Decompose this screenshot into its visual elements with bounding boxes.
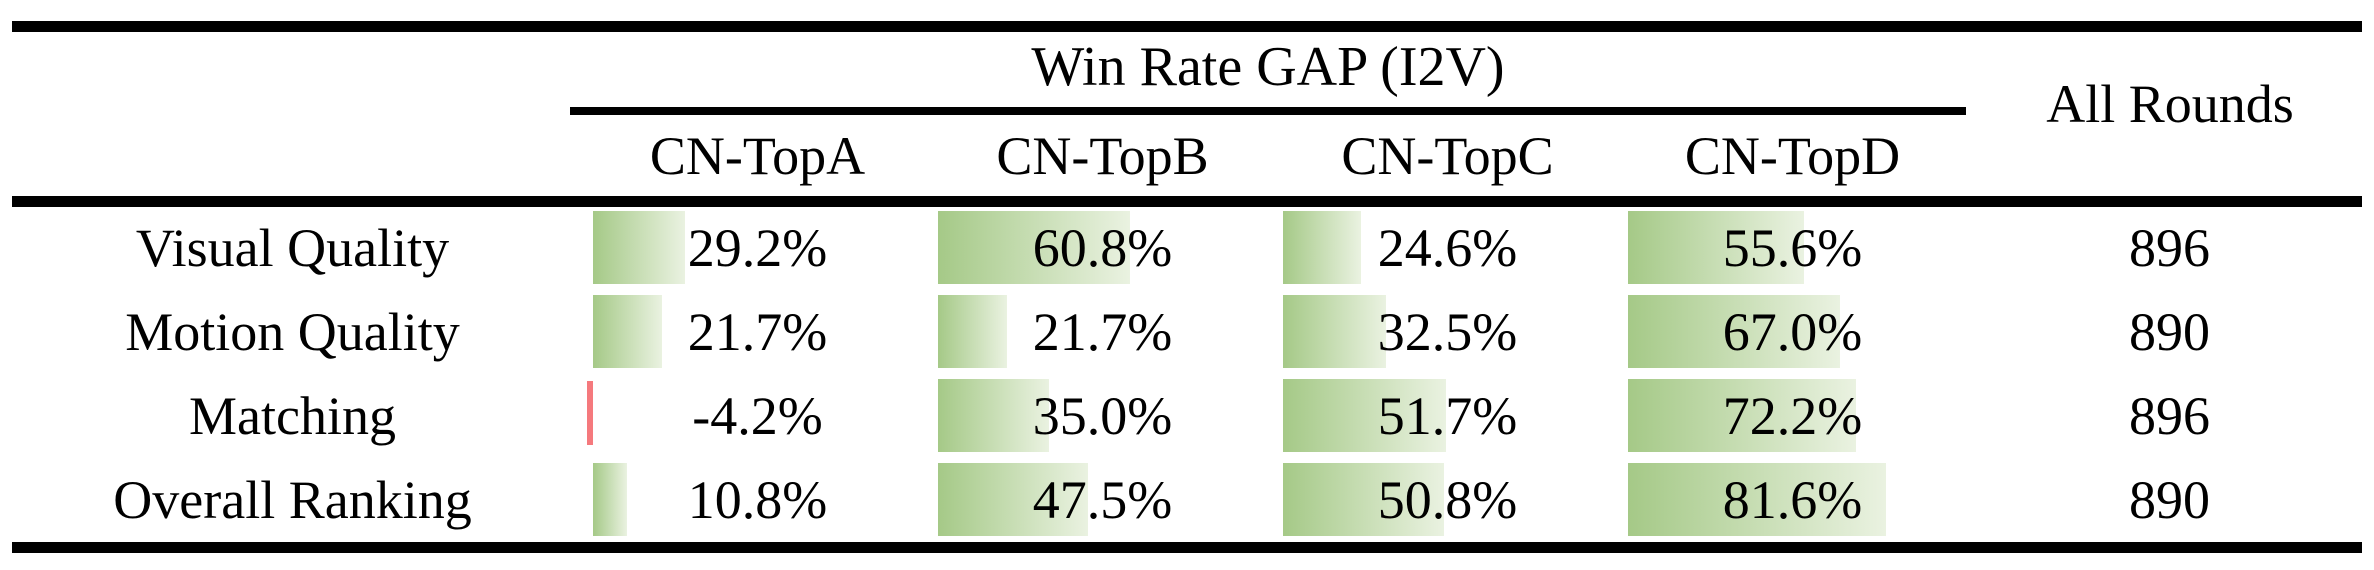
win-rate-value: 24.6%	[1377, 218, 1518, 278]
column-header-cn-topc: CN-TopC	[1341, 126, 1554, 186]
win-rate-value: 21.7%	[687, 302, 828, 362]
win-rate-cell: 60.8%	[930, 206, 1275, 290]
data-bar	[938, 463, 1089, 536]
all-rounds-value: 896	[2129, 386, 2210, 446]
win-rate-value: 35.0%	[1032, 386, 1173, 446]
data-bar	[1628, 463, 1886, 536]
table-row: Motion Quality 21.7% 21.7% 32.5% 67.0% 8…	[0, 290, 2374, 374]
data-bar	[1283, 379, 1447, 452]
win-rate-value: 21.7%	[1032, 302, 1173, 362]
win-rate-value: 67.0%	[1722, 302, 1863, 362]
column-header-cn-topb: CN-TopB	[996, 126, 1209, 186]
data-bar	[938, 379, 1049, 452]
data-bar	[593, 463, 628, 536]
win-rate-value: -4.2%	[692, 386, 823, 446]
all-rounds-value: 890	[2129, 470, 2210, 530]
win-rate-cell: 47.5%	[930, 458, 1275, 542]
column-headers-row: CN-TopA CN-TopB CN-TopC CN-TopD	[585, 118, 1965, 194]
win-rate-cell: 29.2%	[585, 206, 930, 290]
win-rate-cell: 21.7%	[930, 290, 1275, 374]
win-rate-value: 10.8%	[687, 470, 828, 530]
column-header-cn-topd: CN-TopD	[1684, 126, 1901, 186]
win-rate-value: 32.5%	[1377, 302, 1518, 362]
win-rate-cell: 51.7%	[1275, 374, 1620, 458]
group-header-title: Win Rate GAP (I2V)	[1031, 36, 1505, 98]
win-rate-value: 47.5%	[1032, 470, 1173, 530]
data-bar	[593, 295, 662, 368]
win-rate-cell: 10.8%	[585, 458, 930, 542]
data-bar	[938, 295, 1007, 368]
row-label: Overall Ranking	[113, 470, 472, 530]
win-rate-cell: 35.0%	[930, 374, 1275, 458]
data-bar	[938, 211, 1131, 284]
data-bar	[1283, 211, 1361, 284]
win-rate-cell: 55.6%	[1620, 206, 1965, 290]
win-rate-value: 72.2%	[1722, 386, 1863, 446]
win-rate-value: 51.7%	[1377, 386, 1518, 446]
row-label: Visual Quality	[135, 218, 450, 278]
row-label: Motion Quality	[125, 302, 460, 362]
win-rate-value: 55.6%	[1722, 218, 1863, 278]
win-rate-cell: 81.6%	[1620, 458, 1965, 542]
win-rate-cell: 32.5%	[1275, 290, 1620, 374]
data-bar	[1283, 463, 1444, 536]
win-rate-value: 60.8%	[1032, 218, 1173, 278]
table-row: Visual Quality 29.2% 60.8% 24.6% 55.6% 8…	[0, 206, 2374, 290]
data-bar	[587, 381, 593, 445]
table-row: Matching -4.2% 35.0% 51.7% 72.2% 896	[0, 374, 2374, 458]
column-header-all-rounds: All Rounds	[2046, 74, 2294, 134]
win-rate-cell: 50.8%	[1275, 458, 1620, 542]
table-top-rule	[12, 21, 2362, 32]
data-bar	[1628, 379, 1857, 452]
data-bar	[1283, 295, 1386, 368]
win-rate-cell: 24.6%	[1275, 206, 1620, 290]
win-rate-cell: 67.0%	[1620, 290, 1965, 374]
win-rate-cell: 72.2%	[1620, 374, 1965, 458]
all-rounds-value: 890	[2129, 302, 2210, 362]
table-bottom-rule	[12, 542, 2362, 553]
win-rate-value: 81.6%	[1722, 470, 1863, 530]
win-rate-value: 50.8%	[1377, 470, 1518, 530]
group-header-underline	[570, 107, 1966, 115]
win-rate-cell: 21.7%	[585, 290, 930, 374]
header-bottom-rule	[12, 196, 2362, 207]
win-rate-cell: -4.2%	[585, 374, 930, 458]
data-bar	[593, 211, 686, 284]
data-bar	[1628, 295, 1840, 368]
table-body: Visual Quality 29.2% 60.8% 24.6% 55.6% 8…	[0, 206, 2374, 542]
column-header-cn-topa: CN-TopA	[649, 126, 866, 186]
win-rate-value: 29.2%	[687, 218, 828, 278]
table-row: Overall Ranking 10.8% 47.5% 50.8% 81.6% …	[0, 458, 2374, 542]
data-bar	[1628, 211, 1804, 284]
row-label: Matching	[189, 386, 396, 446]
all-rounds-value: 896	[2129, 218, 2210, 278]
